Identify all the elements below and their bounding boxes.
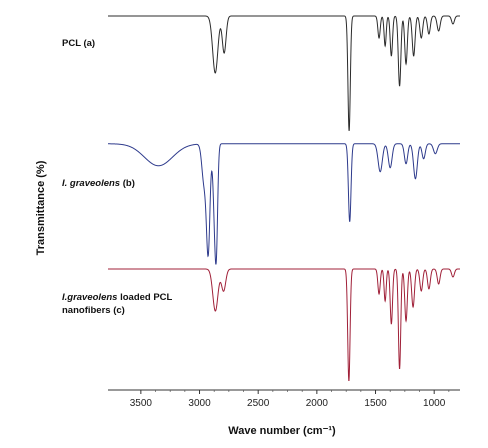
- series-label-part: nanofibers (c): [62, 305, 125, 316]
- x-axis-title: Wave number (cm⁻¹): [228, 425, 336, 437]
- series-label-part: I. graveolens: [62, 178, 120, 189]
- series-label-3: I.graveolens loaded PCL nanofibers (c): [62, 292, 173, 316]
- x-tick-label: 2000: [306, 398, 329, 409]
- series-labels: PCL (a) I. graveolens (b) I.graveolens loa…: [62, 38, 173, 316]
- series-layer: [108, 15, 460, 381]
- x-tick-label: 2500: [247, 398, 270, 409]
- series-label-part: loaded PCL: [117, 292, 172, 303]
- series-line-1: [108, 15, 460, 131]
- x-tick-label: 3500: [130, 398, 153, 409]
- x-axis-ticks: 3500 3000 2500 2000 1500 1000: [130, 390, 450, 409]
- series-line-3: [108, 268, 460, 381]
- series-label-part: PCL (a): [62, 38, 95, 49]
- x-tick-label: 1500: [364, 398, 387, 409]
- x-tick-label: 1000: [423, 398, 446, 409]
- y-axis-title: Transmittance (%): [35, 160, 47, 255]
- series-label-part: I.graveolens: [62, 292, 117, 303]
- series-label-part: (b): [120, 178, 135, 189]
- series-label-1: PCL (a): [62, 38, 95, 49]
- series-label-2: I. graveolens (b): [62, 178, 135, 189]
- series-line-2: [108, 143, 460, 265]
- x-tick-label: 3000: [188, 398, 211, 409]
